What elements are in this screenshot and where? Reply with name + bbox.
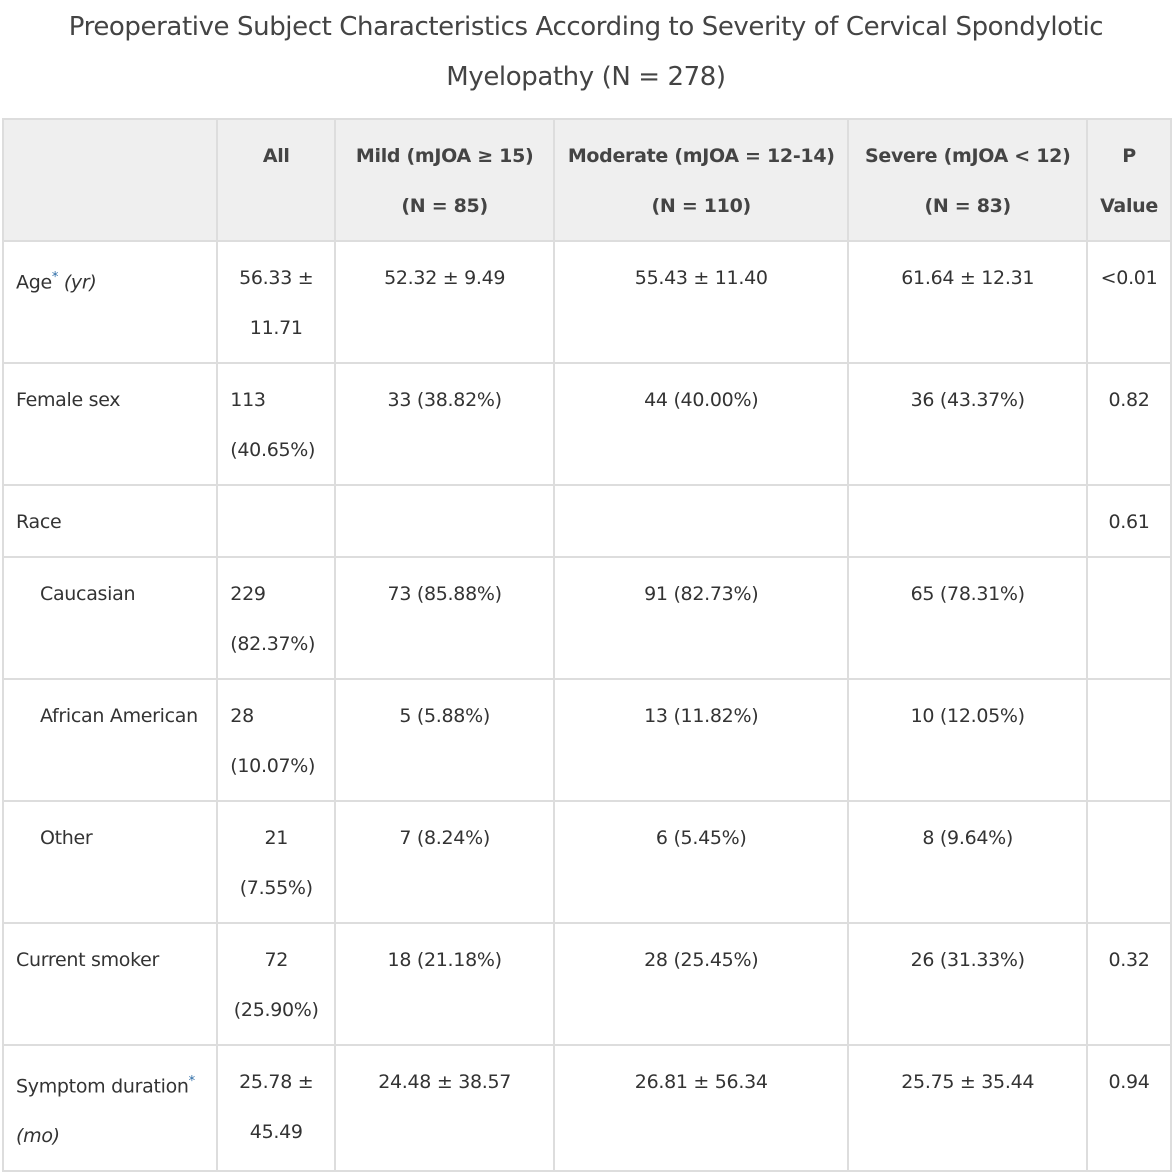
cell-mild: 18 (21.18%)	[334, 922, 556, 1046]
table-row: Current smoker 72 (25.90%) 18 (21.18%) 2…	[1, 922, 1172, 1046]
cell-moderate: 44 (40.00%)	[553, 362, 850, 486]
table-row: Symptom duration* (mo) 25.78 ± 45.49 24.…	[1, 1043, 1172, 1173]
cell-moderate	[553, 484, 850, 558]
cell-all	[216, 484, 337, 558]
row-label: African American	[1, 678, 219, 802]
cell-severe	[847, 484, 1089, 558]
cell-moderate: 26.81 ± 56.34	[553, 1043, 850, 1173]
table-row: Age* (yr) 56.33 ± 11.71 52.32 ± 9.49 55.…	[1, 240, 1172, 364]
cell-severe: 8 (9.64%)	[847, 800, 1089, 924]
table-row: African American 28 (10.07%) 5 (5.88%) 1…	[1, 678, 1172, 802]
cell-severe: 61.64 ± 12.31	[847, 240, 1089, 364]
cell-severe: 10 (12.05%)	[847, 678, 1089, 802]
cell-mild: 52.32 ± 9.49	[334, 240, 556, 364]
cell-all: 113 (40.65%)	[216, 362, 337, 486]
footnote-marker[interactable]: *	[51, 270, 59, 285]
cell-mild: 73 (85.88%)	[334, 556, 556, 680]
cell-p-value	[1086, 678, 1172, 802]
header-cell-mild: Mild (mJOA ≥ 15) (N = 85)	[334, 118, 556, 242]
row-label-cell: Age* (yr)	[1, 240, 219, 364]
row-unit: (yr)	[63, 271, 97, 294]
cell-moderate: 6 (5.45%)	[553, 800, 850, 924]
row-unit: (mo)	[16, 1125, 60, 1148]
cell-p-value	[1086, 556, 1172, 680]
table-title: Preoperative Subject Characteristics Acc…	[68, 12, 1104, 92]
table-row: Female sex 113 (40.65%) 33 (38.82%) 44 (…	[1, 362, 1172, 486]
cell-all: 25.78 ± 45.49	[216, 1043, 337, 1173]
cell-all: 21 (7.55%)	[216, 800, 337, 924]
cell-mild: 5 (5.88%)	[334, 678, 556, 802]
cell-mild: 24.48 ± 38.57	[334, 1043, 556, 1173]
row-label: Symptom duration	[16, 1075, 189, 1098]
characteristics-table: All Mild (mJOA ≥ 15) (N = 85) Moderate (…	[1, 118, 1172, 1173]
cell-p-value: 0.32	[1086, 922, 1172, 1046]
cell-all: 28 (10.07%)	[216, 678, 337, 802]
cell-p-value: 0.82	[1086, 362, 1172, 486]
cell-severe: 36 (43.37%)	[847, 362, 1089, 486]
cell-mild	[334, 484, 556, 558]
cell-moderate: 55.43 ± 11.40	[553, 240, 850, 364]
cell-moderate: 91 (82.73%)	[553, 556, 850, 680]
header-cell-label	[1, 118, 219, 242]
row-label: Caucasian	[1, 556, 219, 680]
row-label: Current smoker	[1, 922, 219, 1046]
row-label: Other	[1, 800, 219, 924]
cell-all: 229 (82.37%)	[216, 556, 337, 680]
cell-p-value: <0.01	[1086, 240, 1172, 364]
cell-p-value	[1086, 800, 1172, 924]
cell-p-value: 0.61	[1086, 484, 1172, 558]
cell-all: 56.33 ± 11.71	[216, 240, 337, 364]
cell-mild: 7 (8.24%)	[334, 800, 556, 924]
table-row: Other 21 (7.55%) 7 (8.24%) 6 (5.45%) 8 (…	[1, 800, 1172, 924]
header-cell-severe: Severe (mJOA < 12) (N = 83)	[847, 118, 1089, 242]
header-cell-moderate: Moderate (mJOA = 12-14) (N = 110)	[553, 118, 850, 242]
cell-severe: 25.75 ± 35.44	[847, 1043, 1089, 1173]
header-cell-all: All	[216, 118, 337, 242]
table-row: Caucasian 229 (82.37%) 73 (85.88%) 91 (8…	[1, 556, 1172, 680]
cell-moderate: 13 (11.82%)	[553, 678, 850, 802]
row-label: Age	[16, 271, 52, 294]
row-label-cell: Symptom duration* (mo)	[1, 1043, 219, 1173]
cell-severe: 26 (31.33%)	[847, 922, 1089, 1046]
cell-moderate: 28 (25.45%)	[553, 922, 850, 1046]
header-cell-p-value: P Value	[1086, 118, 1172, 242]
cell-severe: 65 (78.31%)	[847, 556, 1089, 680]
header-row: All Mild (mJOA ≥ 15) (N = 85) Moderate (…	[1, 118, 1172, 242]
footnote-marker[interactable]: *	[188, 1074, 196, 1089]
row-label-text: African American	[40, 705, 198, 727]
table-row: Race 0.61	[1, 484, 1172, 558]
cell-p-value: 0.94	[1086, 1043, 1172, 1173]
row-label: Female sex	[1, 362, 219, 486]
row-label: Race	[1, 484, 219, 558]
cell-all: 72 (25.90%)	[216, 922, 337, 1046]
cell-mild: 33 (38.82%)	[334, 362, 556, 486]
